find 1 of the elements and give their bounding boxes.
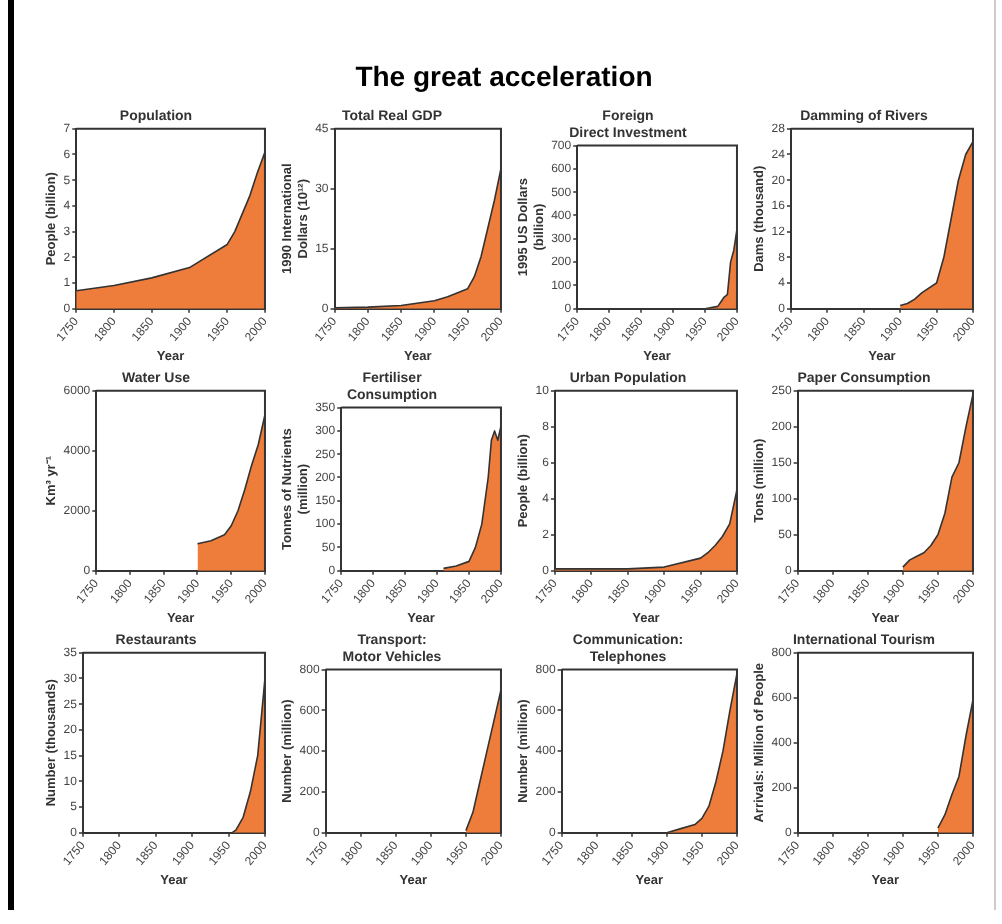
text: The great acceleration — [353, 58, 655, 96]
